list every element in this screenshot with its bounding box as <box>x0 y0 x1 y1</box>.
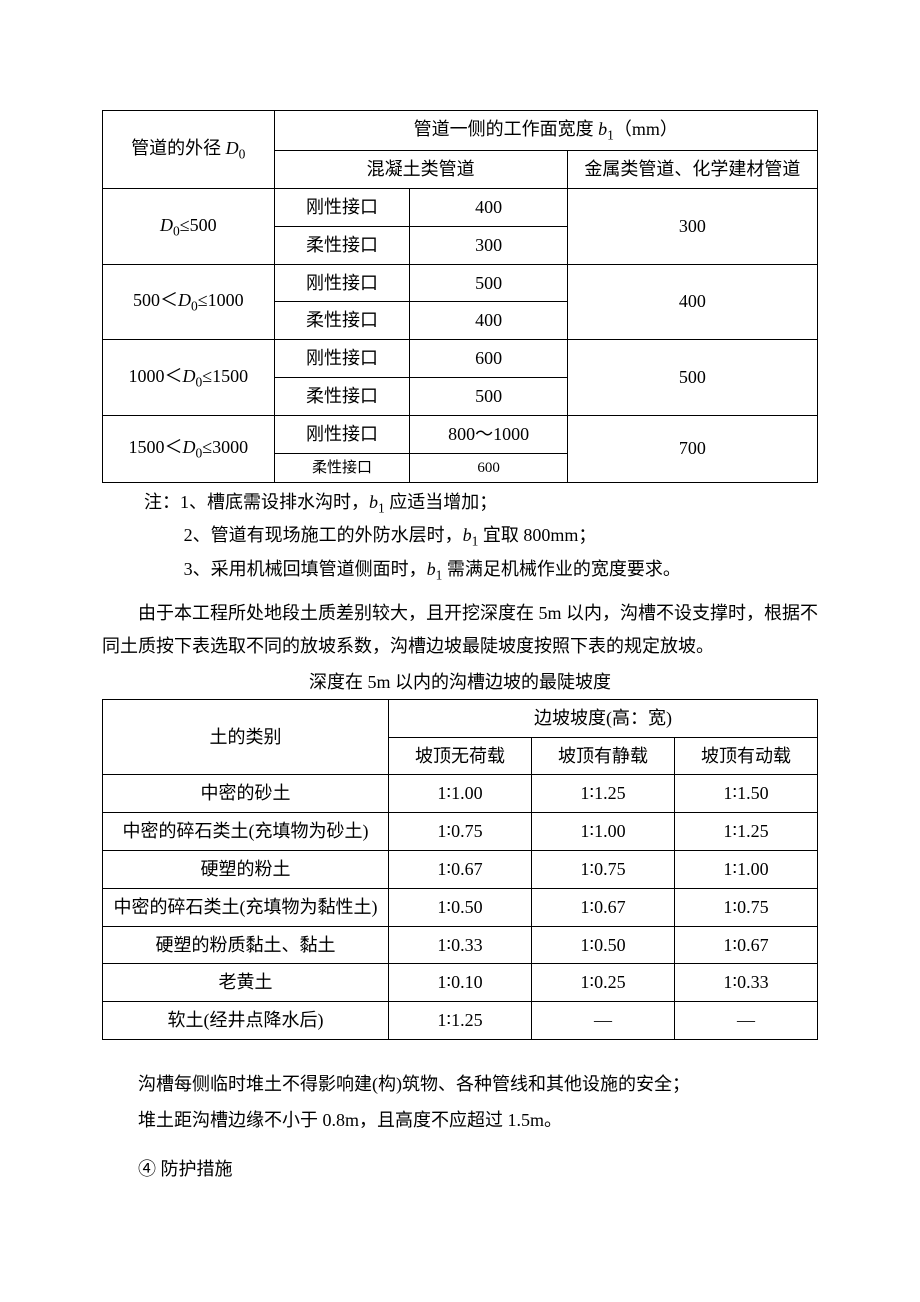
joint-cell: 柔性接口 <box>274 453 410 482</box>
soil-name-cell: 中密的碎石类土(充填物为砂土) <box>103 813 389 851</box>
concrete-cell: 400 <box>410 302 567 340</box>
slope-value-cell: 1∶0.75 <box>389 813 532 851</box>
table-row: 1500＜D0≤3000刚性接口800～1000700 <box>103 415 818 453</box>
joint-cell: 刚性接口 <box>274 415 410 453</box>
table-row: 管道的外径 D0 管道一侧的工作面宽度 b1（mm） <box>103 111 818 151</box>
concrete-cell: 300 <box>410 226 567 264</box>
slope-value-cell: 1∶1.00 <box>532 813 675 851</box>
header-soil-type: 土的类别 <box>103 699 389 775</box>
table-row: D0≤500刚性接口400300 <box>103 188 818 226</box>
note-2: 2、管道有现场施工的外防水层时，b1 宜取 800mm； <box>184 520 818 554</box>
concrete-cell: 600 <box>410 340 567 378</box>
header-dynamic: 坡顶有动载 <box>675 737 818 775</box>
bottom-line-2: 堆土距沟槽边缘不小于 0.8m，且高度不应超过 1.5m。 <box>102 1104 818 1136</box>
metal-cell: 400 <box>567 264 817 340</box>
metal-cell: 500 <box>567 340 817 416</box>
slope-value-cell: 1∶1.00 <box>389 775 532 813</box>
header-static: 坡顶有静载 <box>532 737 675 775</box>
metal-cell: 700 <box>567 415 817 482</box>
table-slope: 土的类别 边坡坡度(高：宽) 坡顶无荷载 坡顶有静载 坡顶有动载 中密的砂土1∶… <box>102 699 818 1040</box>
metal-cell: 300 <box>567 188 817 264</box>
section-4-heading: ④ 防护措施 <box>102 1155 818 1184</box>
table-row: 中密的砂土1∶1.001∶1.251∶1.50 <box>103 775 818 813</box>
table-row: 软土(经井点降水后)1∶1.25—— <box>103 1002 818 1040</box>
header-width-span: 管道一侧的工作面宽度 b1（mm） <box>274 111 817 151</box>
table-row: 硬塑的粉质黏土、黏土1∶0.331∶0.501∶0.67 <box>103 926 818 964</box>
table-row: 中密的碎石类土(充填物为黏性土)1∶0.501∶0.671∶0.75 <box>103 888 818 926</box>
slope-value-cell: 1∶1.25 <box>389 1002 532 1040</box>
bottom-line-1: 沟槽每侧临时堆土不得影响建(构)筑物、各种管线和其他设施的安全； <box>102 1068 818 1100</box>
header-metal: 金属类管道、化学建材管道 <box>567 151 817 189</box>
table-row: 硬塑的粉土1∶0.671∶0.751∶1.00 <box>103 850 818 888</box>
range-cell: 500＜D0≤1000 <box>103 264 275 340</box>
slope-value-cell: 1∶0.75 <box>675 888 818 926</box>
joint-cell: 刚性接口 <box>274 340 410 378</box>
concrete-cell: 500 <box>410 377 567 415</box>
slope-value-cell: 1∶0.33 <box>389 926 532 964</box>
table-row: 土的类别 边坡坡度(高：宽) <box>103 699 818 737</box>
concrete-cell: 800～1000 <box>410 415 567 453</box>
note-1: 注：1、槽底需设排水沟时，b1 应适当增加； <box>144 487 818 521</box>
slope-value-cell: — <box>675 1002 818 1040</box>
range-cell: 1000＜D0≤1500 <box>103 340 275 416</box>
soil-name-cell: 硬塑的粉质黏土、黏土 <box>103 926 389 964</box>
slope-value-cell: 1∶0.67 <box>389 850 532 888</box>
header-slope-span: 边坡坡度(高：宽) <box>389 699 818 737</box>
joint-cell: 柔性接口 <box>274 226 410 264</box>
header-diameter: 管道的外径 D0 <box>103 111 275 189</box>
slope-value-cell: 1∶0.25 <box>532 964 675 1002</box>
slope-value-cell: 1∶0.50 <box>389 888 532 926</box>
concrete-cell: 400 <box>410 188 567 226</box>
range-cell: D0≤500 <box>103 188 275 264</box>
slope-value-cell: 1∶1.00 <box>675 850 818 888</box>
joint-cell: 柔性接口 <box>274 377 410 415</box>
bottom-paragraph: 沟槽每侧临时堆土不得影响建(构)筑物、各种管线和其他设施的安全； 堆土距沟槽边缘… <box>102 1068 818 1137</box>
table-row: 老黄土1∶0.101∶0.251∶0.33 <box>103 964 818 1002</box>
concrete-cell: 500 <box>410 264 567 302</box>
joint-cell: 刚性接口 <box>274 188 410 226</box>
slope-value-cell: 1∶1.25 <box>532 775 675 813</box>
slope-value-cell: 1∶0.67 <box>675 926 818 964</box>
table2-title: 深度在 5m 以内的沟槽边坡的最陡坡度 <box>102 668 818 697</box>
slope-value-cell: — <box>532 1002 675 1040</box>
soil-name-cell: 老黄土 <box>103 964 389 1002</box>
paragraph-intro: 由于本工程所处地段土质差别较大，且开挖深度在 5m 以内，沟槽不设支撑时，根据不… <box>102 597 818 662</box>
slope-value-cell: 1∶0.10 <box>389 964 532 1002</box>
notes-block: 注：1、槽底需设排水沟时，b1 应适当增加； 2、管道有现场施工的外防水层时，b… <box>144 487 818 588</box>
table-row: 中密的碎石类土(充填物为砂土)1∶0.751∶1.001∶1.25 <box>103 813 818 851</box>
header-noload: 坡顶无荷载 <box>389 737 532 775</box>
note-3: 3、采用机械回填管道侧面时，b1 需满足机械作业的宽度要求。 <box>184 554 818 588</box>
slope-value-cell: 1∶1.25 <box>675 813 818 851</box>
header-concrete: 混凝土类管道 <box>274 151 567 189</box>
soil-name-cell: 中密的碎石类土(充填物为黏性土) <box>103 888 389 926</box>
table-pipe-width: 管道的外径 D0 管道一侧的工作面宽度 b1（mm） 混凝土类管道 金属类管道、… <box>102 110 818 483</box>
soil-name-cell: 硬塑的粉土 <box>103 850 389 888</box>
slope-value-cell: 1∶0.67 <box>532 888 675 926</box>
range-cell: 1500＜D0≤3000 <box>103 415 275 482</box>
slope-value-cell: 1∶0.75 <box>532 850 675 888</box>
soil-name-cell: 软土(经井点降水后) <box>103 1002 389 1040</box>
joint-cell: 柔性接口 <box>274 302 410 340</box>
joint-cell: 刚性接口 <box>274 264 410 302</box>
slope-value-cell: 1∶0.33 <box>675 964 818 1002</box>
concrete-cell: 600 <box>410 453 567 482</box>
slope-value-cell: 1∶1.50 <box>675 775 818 813</box>
table-row: 500＜D0≤1000刚性接口500400 <box>103 264 818 302</box>
table-row: 1000＜D0≤1500刚性接口600500 <box>103 340 818 378</box>
slope-value-cell: 1∶0.50 <box>532 926 675 964</box>
soil-name-cell: 中密的砂土 <box>103 775 389 813</box>
